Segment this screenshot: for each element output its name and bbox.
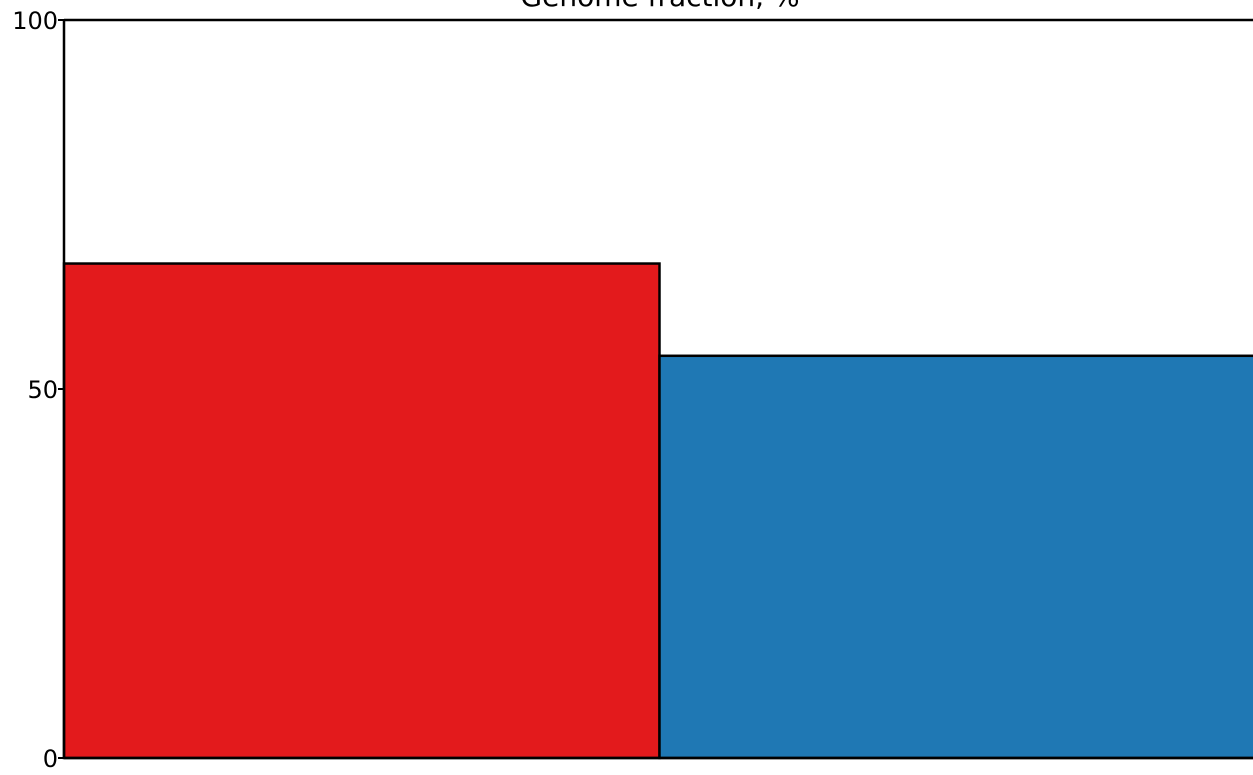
chart-title: Genome fraction, %	[520, 0, 799, 13]
y-tick-label-0: 0	[43, 745, 58, 770]
bar-2	[660, 356, 1253, 758]
bar-1	[64, 264, 660, 758]
bars-layer	[64, 264, 1253, 758]
y-tick-label-1: 50	[27, 376, 58, 404]
y-tick-label-2: 100	[12, 7, 58, 35]
